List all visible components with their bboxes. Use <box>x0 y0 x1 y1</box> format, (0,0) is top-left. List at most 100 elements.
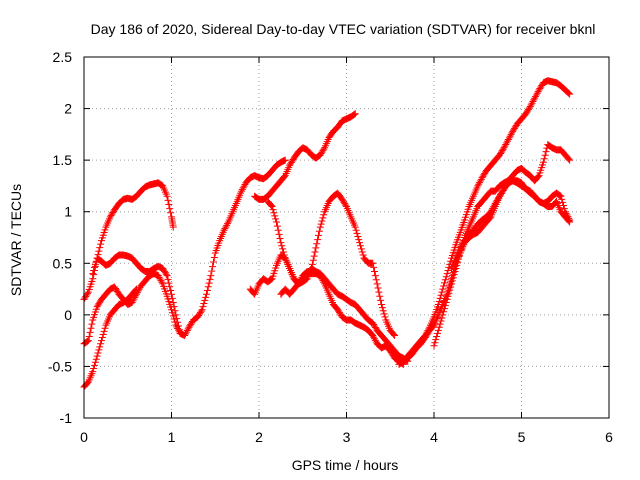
data-point <box>490 203 497 211</box>
data-point <box>90 267 98 275</box>
data-point <box>524 107 532 115</box>
series-track-2 <box>80 156 289 348</box>
data-point <box>158 278 166 286</box>
data-point <box>441 302 449 310</box>
data-point <box>447 283 455 291</box>
data-point <box>477 175 485 183</box>
series-track-1 <box>80 179 177 303</box>
series-track-6 <box>251 110 359 203</box>
data-point <box>276 235 284 243</box>
data-point <box>459 239 467 247</box>
data-point <box>448 277 456 285</box>
y-tick-label: 1 <box>64 204 72 220</box>
data-point <box>530 96 538 104</box>
data-point <box>431 339 439 347</box>
data-point <box>334 306 342 314</box>
data-point <box>560 202 567 210</box>
data-point <box>500 144 508 152</box>
data-point <box>497 191 504 199</box>
data-point <box>351 223 359 231</box>
data-point <box>91 358 99 366</box>
data-point <box>175 322 182 330</box>
data-point <box>508 129 516 137</box>
data-point <box>166 205 174 213</box>
data-point <box>239 184 247 192</box>
data-point <box>557 192 565 200</box>
data-point <box>341 200 349 208</box>
data-point <box>370 263 378 271</box>
data-point <box>436 320 444 328</box>
data-point <box>478 174 486 182</box>
data-point <box>525 104 533 112</box>
data-point <box>511 124 518 132</box>
data-point <box>336 310 344 318</box>
data-point <box>165 200 173 208</box>
data-point <box>565 155 573 163</box>
series-track-12 <box>448 177 574 272</box>
data-point <box>566 216 574 224</box>
data-point <box>164 196 172 204</box>
data-point <box>533 89 541 97</box>
data-point <box>266 276 274 284</box>
data-point <box>350 110 358 118</box>
data-point <box>556 192 564 200</box>
data-point <box>161 269 169 277</box>
data-point <box>318 148 326 156</box>
x-tick-label: 5 <box>518 429 526 445</box>
y-tick-label: 2 <box>64 101 72 117</box>
data-point <box>487 208 495 216</box>
data-point <box>277 239 285 247</box>
data-point <box>560 205 568 213</box>
data-point <box>207 272 215 280</box>
data-point <box>221 225 229 233</box>
data-point <box>370 333 378 341</box>
data-point <box>317 220 325 228</box>
data-point <box>288 157 296 165</box>
data-point <box>532 93 539 101</box>
data-point <box>133 285 140 293</box>
data-point <box>528 99 536 107</box>
data-point <box>176 329 184 337</box>
data-point <box>224 220 231 228</box>
data-point <box>157 277 165 285</box>
data-point <box>371 323 379 331</box>
data-point <box>286 161 294 169</box>
data-point <box>358 248 366 256</box>
x-tick-label: 0 <box>80 429 88 445</box>
data-point <box>267 202 275 210</box>
data-point <box>371 272 379 280</box>
data-point <box>273 218 280 226</box>
data-point <box>91 263 98 271</box>
data-point <box>169 223 177 231</box>
series-track-4 <box>89 251 184 337</box>
data-point <box>445 289 453 297</box>
data-point <box>174 318 182 326</box>
data-point <box>438 314 446 322</box>
data-point <box>490 201 498 209</box>
data-point <box>350 111 357 119</box>
data-point <box>369 319 377 327</box>
data-point <box>95 247 103 255</box>
data-point <box>488 206 496 214</box>
data-point <box>502 140 510 148</box>
data-point <box>339 197 347 205</box>
data-point <box>381 313 389 321</box>
data-point <box>204 283 212 291</box>
data-point <box>437 291 445 299</box>
data-point <box>450 271 458 279</box>
data-point <box>566 156 574 164</box>
x-tick-label: 1 <box>168 429 176 445</box>
data-point <box>198 306 206 314</box>
data-point <box>275 230 283 238</box>
data-point <box>197 307 205 315</box>
data-point <box>541 151 549 159</box>
data-point <box>564 213 572 221</box>
data-point <box>184 325 192 333</box>
data-point <box>280 251 288 259</box>
data-point <box>287 158 295 166</box>
data-point <box>525 105 532 113</box>
data-point <box>442 298 450 306</box>
data-point <box>89 270 97 278</box>
data-point <box>421 334 429 342</box>
data-point <box>154 272 162 280</box>
